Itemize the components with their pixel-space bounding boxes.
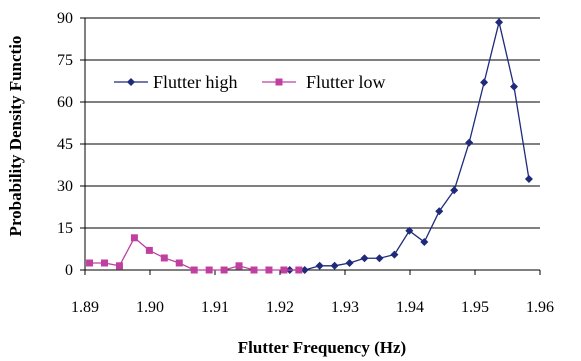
data-point [295,266,303,274]
data-point [524,175,533,183]
data-point [130,234,138,242]
data-point [390,250,399,259]
data-point [86,259,94,267]
data-point [495,18,504,27]
data-point [101,259,108,267]
y-tick-label: 90 [57,10,73,27]
data-point [360,254,369,263]
data-point [435,207,444,216]
y-tick-labels: 0 15 30 45 60 75 90 [57,10,73,279]
data-point [115,262,123,270]
y-axis-title: Probability Density Functio [6,36,25,237]
data-point [375,254,384,263]
data-point [145,246,153,254]
data-point [315,261,324,270]
y-tick-label: 0 [65,262,73,279]
y-tick-label: 60 [57,94,73,111]
x-axis-title: Flutter Frequency (Hz) [238,338,406,357]
series-flutter-low [86,234,303,274]
legend-item: Flutter high [114,72,238,92]
data-point [175,259,183,267]
data-point [205,266,213,274]
data-point [160,254,168,262]
data-point [420,238,429,246]
data-point [345,259,354,267]
x-tick-label: 1.94 [396,299,424,316]
data-point [510,82,518,91]
x-tick-label: 1.96 [526,299,554,316]
data-point [235,262,243,270]
y-tick-label: 15 [57,220,73,237]
legend-marker [127,78,135,86]
data-point [190,266,198,274]
series-layer [86,18,533,274]
x-tick-labels: 1.89 1.90 1.91 1.92 1.93 1.94 1.95 1.96 [71,299,554,316]
data-point [450,186,459,195]
y-tick-label: 45 [57,136,73,153]
x-tick-label: 1.90 [136,299,164,316]
axes [84,18,540,271]
data-point [265,266,273,274]
legend-marker [275,78,283,86]
x-tick-label: 1.92 [266,299,294,316]
data-point [480,78,489,87]
legend-label: Flutter low [306,72,386,92]
data-point [330,261,339,270]
data-point [405,226,414,235]
data-point [300,266,309,274]
y-tick-label: 75 [57,52,73,69]
data-point [280,266,288,274]
data-point [465,138,474,147]
legend-item: Flutter low [262,72,386,92]
gridlines [80,17,541,275]
series-flutter-high [285,18,533,274]
y-tick-label: 30 [57,178,73,195]
x-tick-label: 1.95 [461,299,489,316]
legend-label: Flutter high [153,72,238,92]
x-tick-label: 1.93 [331,299,359,316]
legend: Flutter high Flutter low [114,72,386,92]
x-tick-label: 1.91 [201,299,229,316]
x-tick-label: 1.89 [71,299,99,316]
data-point [250,266,258,274]
data-point [220,266,228,274]
